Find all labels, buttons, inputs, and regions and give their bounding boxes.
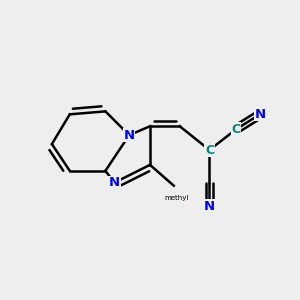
Text: C: C bbox=[232, 123, 241, 136]
Text: N: N bbox=[204, 200, 215, 213]
Text: C: C bbox=[205, 143, 214, 157]
Text: N: N bbox=[109, 176, 120, 189]
Text: N: N bbox=[254, 108, 266, 121]
Text: methyl: methyl bbox=[165, 195, 189, 201]
Text: N: N bbox=[124, 129, 135, 142]
